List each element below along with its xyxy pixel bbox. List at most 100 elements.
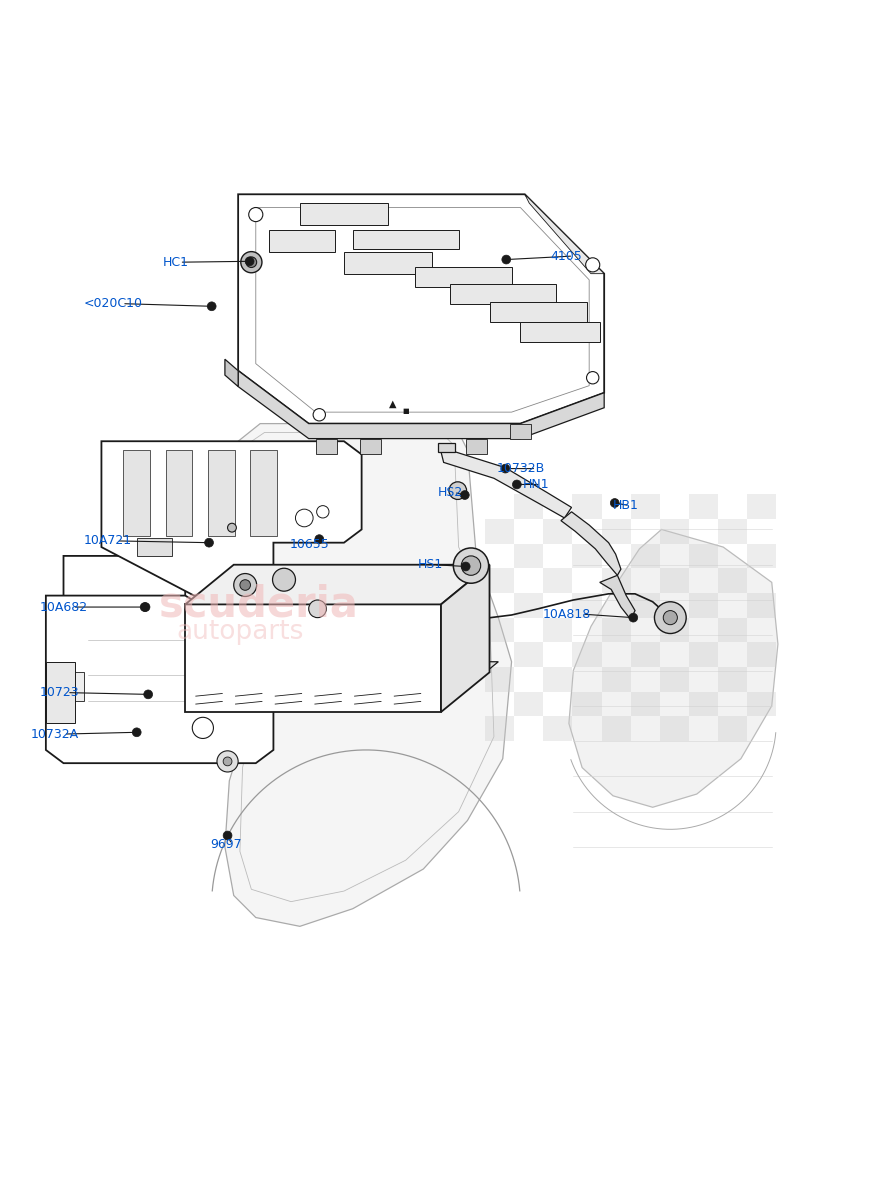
Text: 10732B: 10732B (497, 462, 545, 475)
Circle shape (317, 505, 329, 518)
Bar (543, 667, 572, 691)
Polygon shape (225, 419, 512, 926)
Polygon shape (441, 565, 490, 712)
Polygon shape (123, 450, 150, 536)
Circle shape (246, 257, 257, 268)
Text: ▲: ▲ (389, 400, 396, 409)
Bar (689, 593, 718, 618)
Text: 4105: 4105 (550, 250, 582, 263)
Text: ■: ■ (402, 408, 409, 414)
Bar (485, 518, 514, 544)
Polygon shape (415, 266, 512, 287)
Polygon shape (466, 438, 487, 455)
Bar (660, 667, 689, 691)
Polygon shape (344, 252, 432, 274)
Polygon shape (360, 438, 381, 455)
Circle shape (217, 751, 238, 772)
Bar (514, 642, 543, 667)
Bar (631, 544, 660, 569)
Text: scuderia: scuderia (159, 583, 359, 625)
Bar (718, 716, 747, 742)
Circle shape (629, 613, 638, 622)
Bar (485, 667, 514, 691)
Bar (747, 691, 776, 716)
Bar (631, 642, 660, 667)
Polygon shape (450, 284, 556, 304)
Bar (747, 544, 776, 569)
Circle shape (663, 611, 677, 625)
Polygon shape (46, 595, 273, 763)
Text: <020C10: <020C10 (84, 298, 143, 310)
Text: 10732A: 10732A (31, 727, 79, 740)
Circle shape (241, 252, 262, 272)
Polygon shape (46, 661, 75, 724)
Bar (514, 544, 543, 569)
Bar (543, 518, 572, 544)
Text: 10A721: 10A721 (84, 534, 132, 547)
Polygon shape (569, 529, 778, 808)
Circle shape (502, 256, 511, 264)
Bar (485, 569, 514, 593)
Bar (689, 544, 718, 569)
Bar (485, 618, 514, 642)
Bar (747, 494, 776, 518)
Circle shape (610, 498, 619, 508)
Polygon shape (208, 450, 235, 536)
Circle shape (234, 574, 257, 596)
Circle shape (245, 257, 254, 265)
Bar (660, 569, 689, 593)
Circle shape (192, 718, 213, 738)
Polygon shape (269, 229, 335, 252)
Bar (718, 518, 747, 544)
Bar (747, 642, 776, 667)
Circle shape (132, 728, 141, 737)
Bar (514, 494, 543, 518)
Text: HS1: HS1 (417, 558, 443, 571)
Polygon shape (101, 442, 362, 595)
Bar (514, 593, 543, 618)
Bar (631, 593, 660, 618)
Bar (602, 667, 631, 691)
Circle shape (453, 548, 489, 583)
Circle shape (240, 580, 250, 590)
Polygon shape (520, 322, 600, 342)
Polygon shape (525, 194, 604, 274)
Bar (718, 667, 747, 691)
Polygon shape (238, 371, 604, 438)
Polygon shape (172, 661, 498, 702)
Polygon shape (441, 452, 572, 518)
Polygon shape (490, 302, 587, 322)
Text: HS2: HS2 (437, 486, 463, 499)
Circle shape (315, 535, 324, 544)
Circle shape (249, 208, 263, 222)
Polygon shape (250, 450, 277, 536)
Bar (660, 518, 689, 544)
Circle shape (205, 539, 213, 547)
Bar (660, 716, 689, 742)
Text: HC1: HC1 (163, 256, 189, 269)
Circle shape (587, 372, 599, 384)
Circle shape (460, 491, 469, 499)
Circle shape (207, 302, 216, 311)
Polygon shape (438, 443, 455, 452)
Bar (543, 716, 572, 742)
Bar (572, 593, 602, 618)
Polygon shape (185, 565, 490, 605)
Bar (689, 642, 718, 667)
Text: 10655: 10655 (289, 538, 329, 551)
Polygon shape (300, 203, 388, 226)
Bar (689, 691, 718, 716)
Polygon shape (166, 450, 192, 536)
Bar (631, 494, 660, 518)
Circle shape (461, 562, 470, 571)
Bar (747, 593, 776, 618)
Circle shape (586, 258, 600, 272)
Bar (543, 569, 572, 593)
Bar (602, 569, 631, 593)
Bar (485, 716, 514, 742)
Circle shape (140, 602, 149, 612)
Polygon shape (316, 438, 337, 455)
Polygon shape (353, 229, 459, 248)
Bar (689, 494, 718, 518)
Bar (718, 569, 747, 593)
